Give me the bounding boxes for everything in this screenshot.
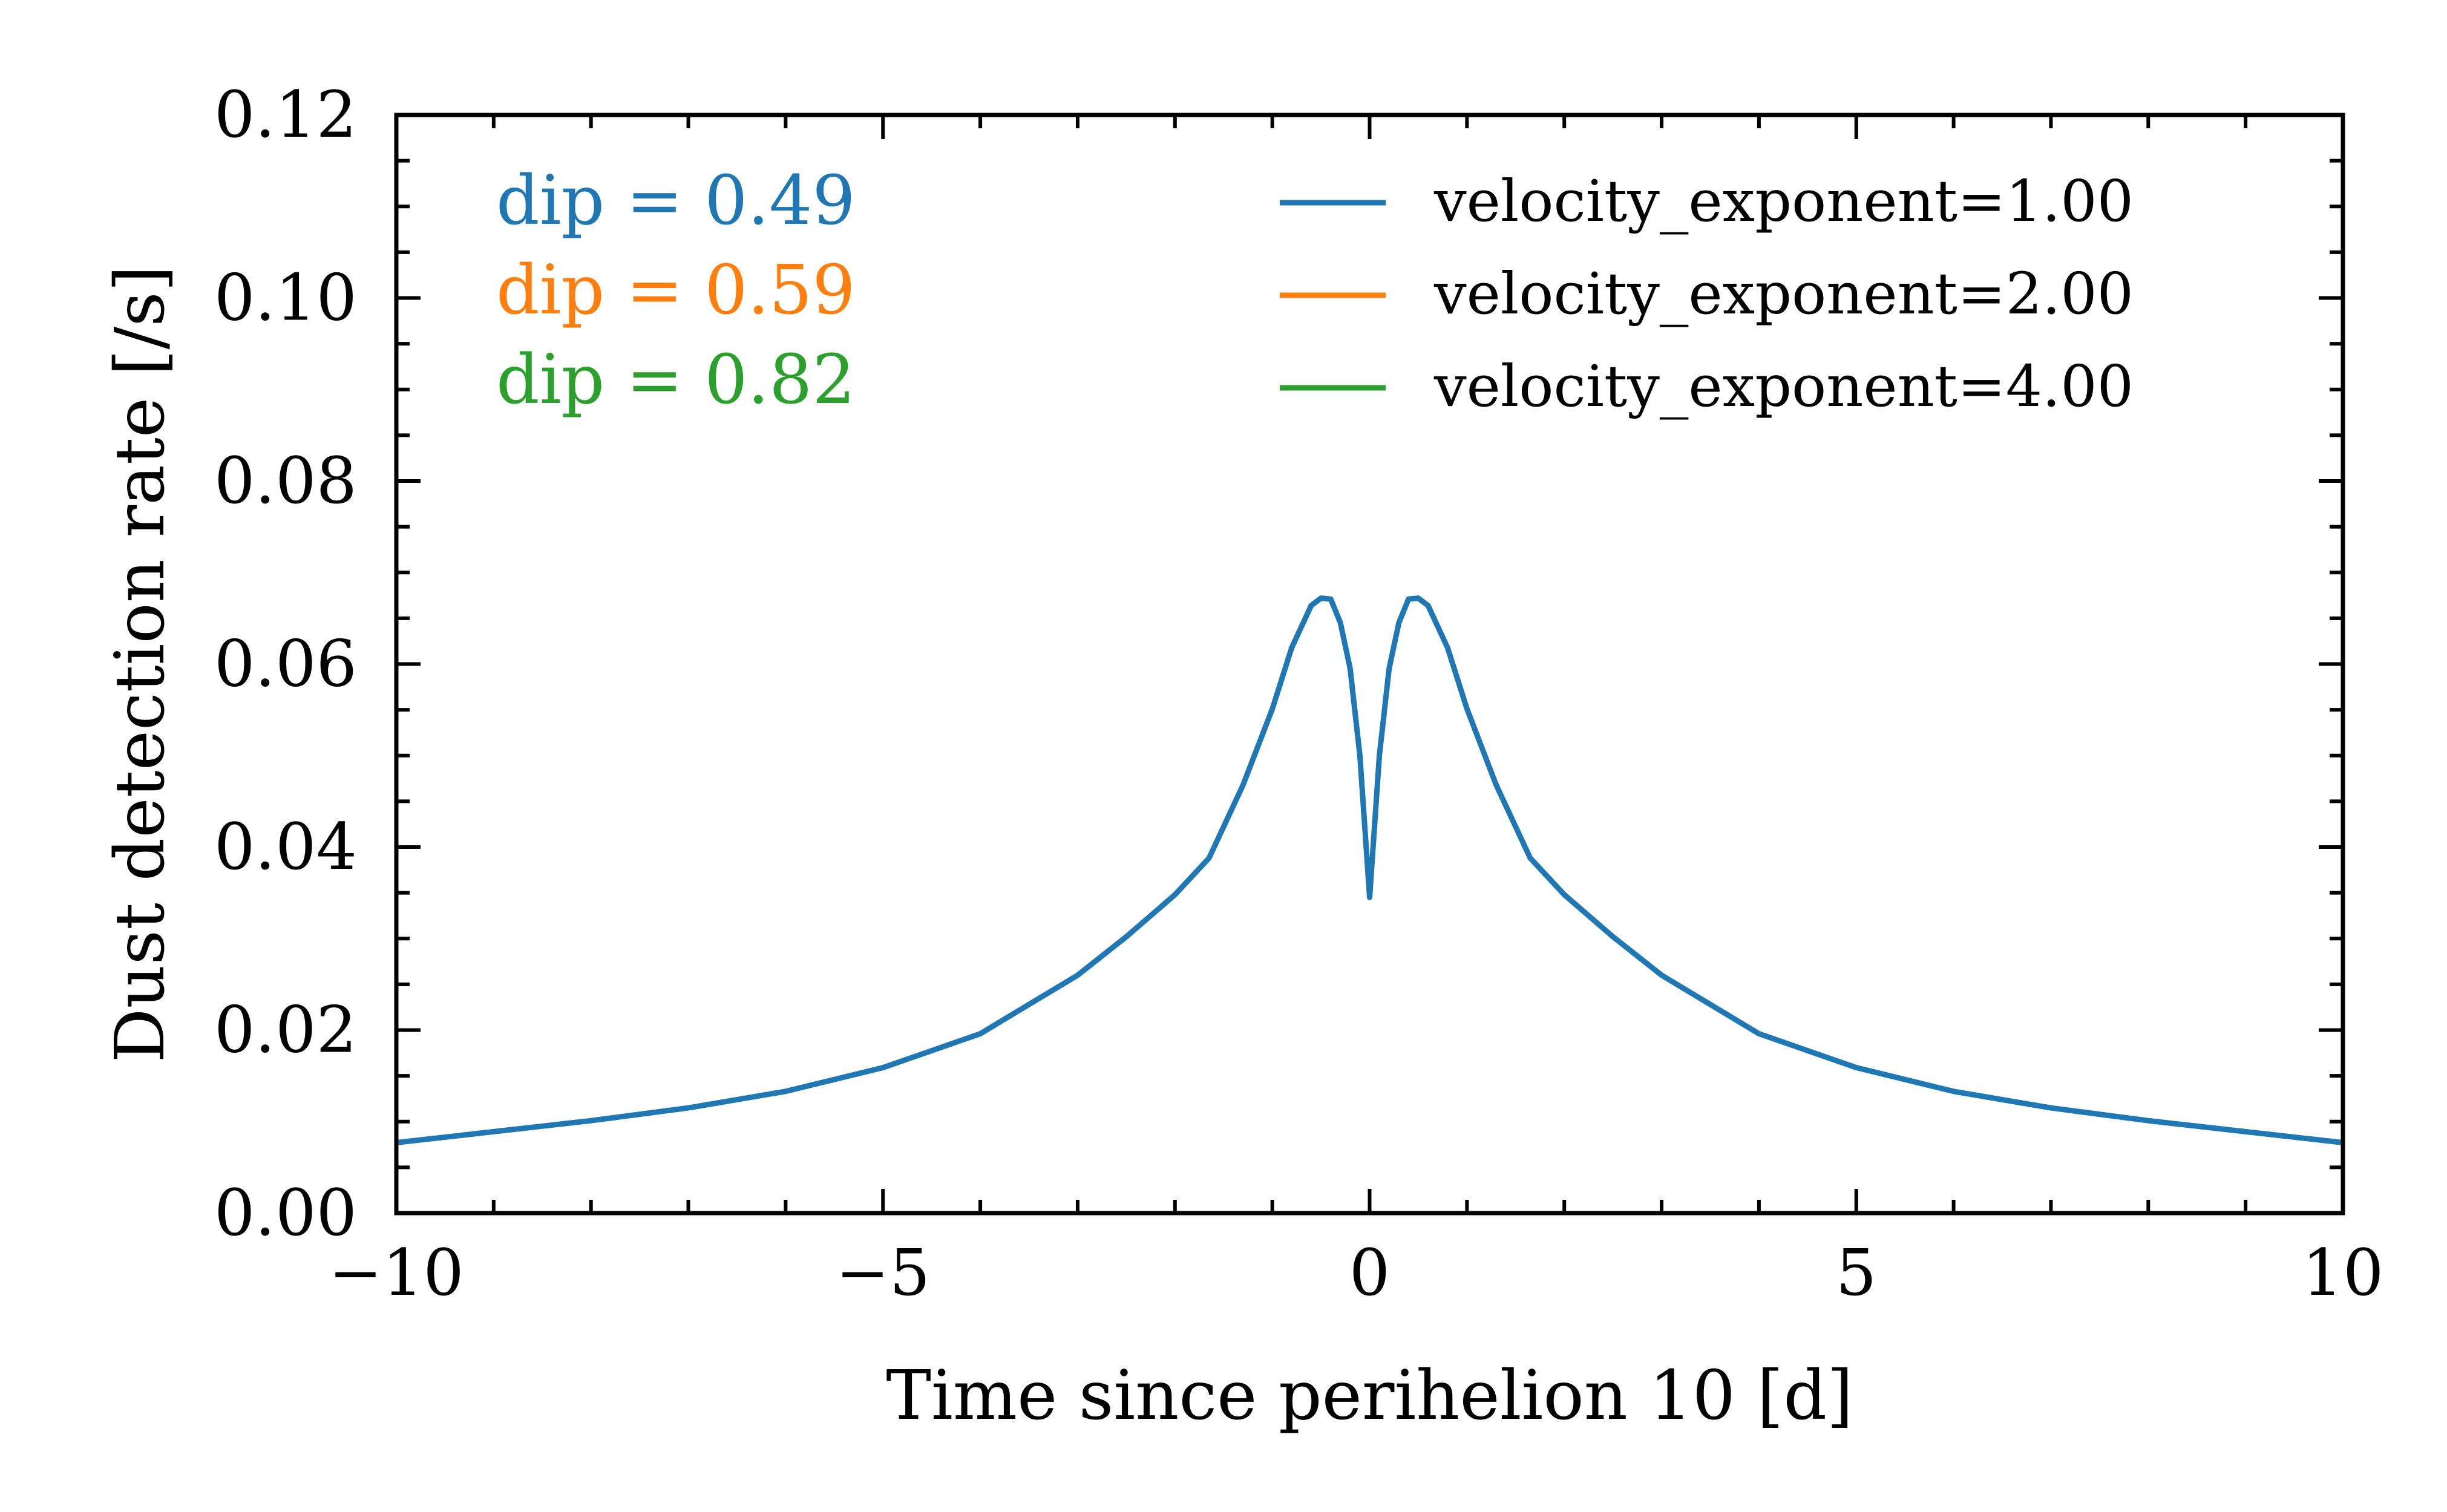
- x-axis-label: Time since perihelion 10 [d]: [886, 1357, 1853, 1435]
- x-tick-label: 0: [1349, 1235, 1390, 1310]
- x-tick-label: −10: [329, 1235, 464, 1310]
- x-tick-label: −5: [836, 1235, 930, 1310]
- legend: velocity_exponent=1.00 velocity_exponent=…: [1280, 168, 2134, 420]
- legend-label: velocity_exponent=4.00: [1433, 353, 2134, 420]
- legend-label: velocity_exponent=2.00: [1433, 261, 2134, 327]
- dip-annotation: dip = 0.59: [496, 251, 856, 330]
- legend-label: velocity_exponent=1.00: [1433, 168, 2134, 235]
- plot-lines: [396, 595, 2344, 1145]
- dip-annotation: dip = 0.82: [496, 341, 856, 419]
- y-tick-label: 0.10: [214, 261, 357, 335]
- y-tick-label: 0.08: [214, 443, 357, 518]
- y-tick-label: 0.06: [214, 627, 357, 701]
- dip-annotation: dip = 0.49: [496, 162, 856, 240]
- series-line: [396, 595, 2344, 1145]
- y-tick-label: 0.04: [214, 810, 357, 884]
- x-tick-label: 5: [1836, 1235, 1876, 1310]
- x-tick-label: 10: [2302, 1235, 2384, 1310]
- y-tick-label: 0.12: [214, 77, 357, 152]
- y-axis-label: Dust detection rate [/s]: [101, 266, 180, 1063]
- tick-labels: −10 −5 0 5 10 0.00 0.02 0.04 0.06 0.08 0.10 0.12: [214, 77, 2383, 1310]
- dip-annotations: dip = 0.49 dip = 0.59 dip = 0.82: [496, 162, 856, 419]
- y-tick-label: 0.02: [214, 993, 357, 1067]
- y-tick-label: 0.00: [214, 1176, 357, 1250]
- plot-frame: [394, 113, 2345, 1216]
